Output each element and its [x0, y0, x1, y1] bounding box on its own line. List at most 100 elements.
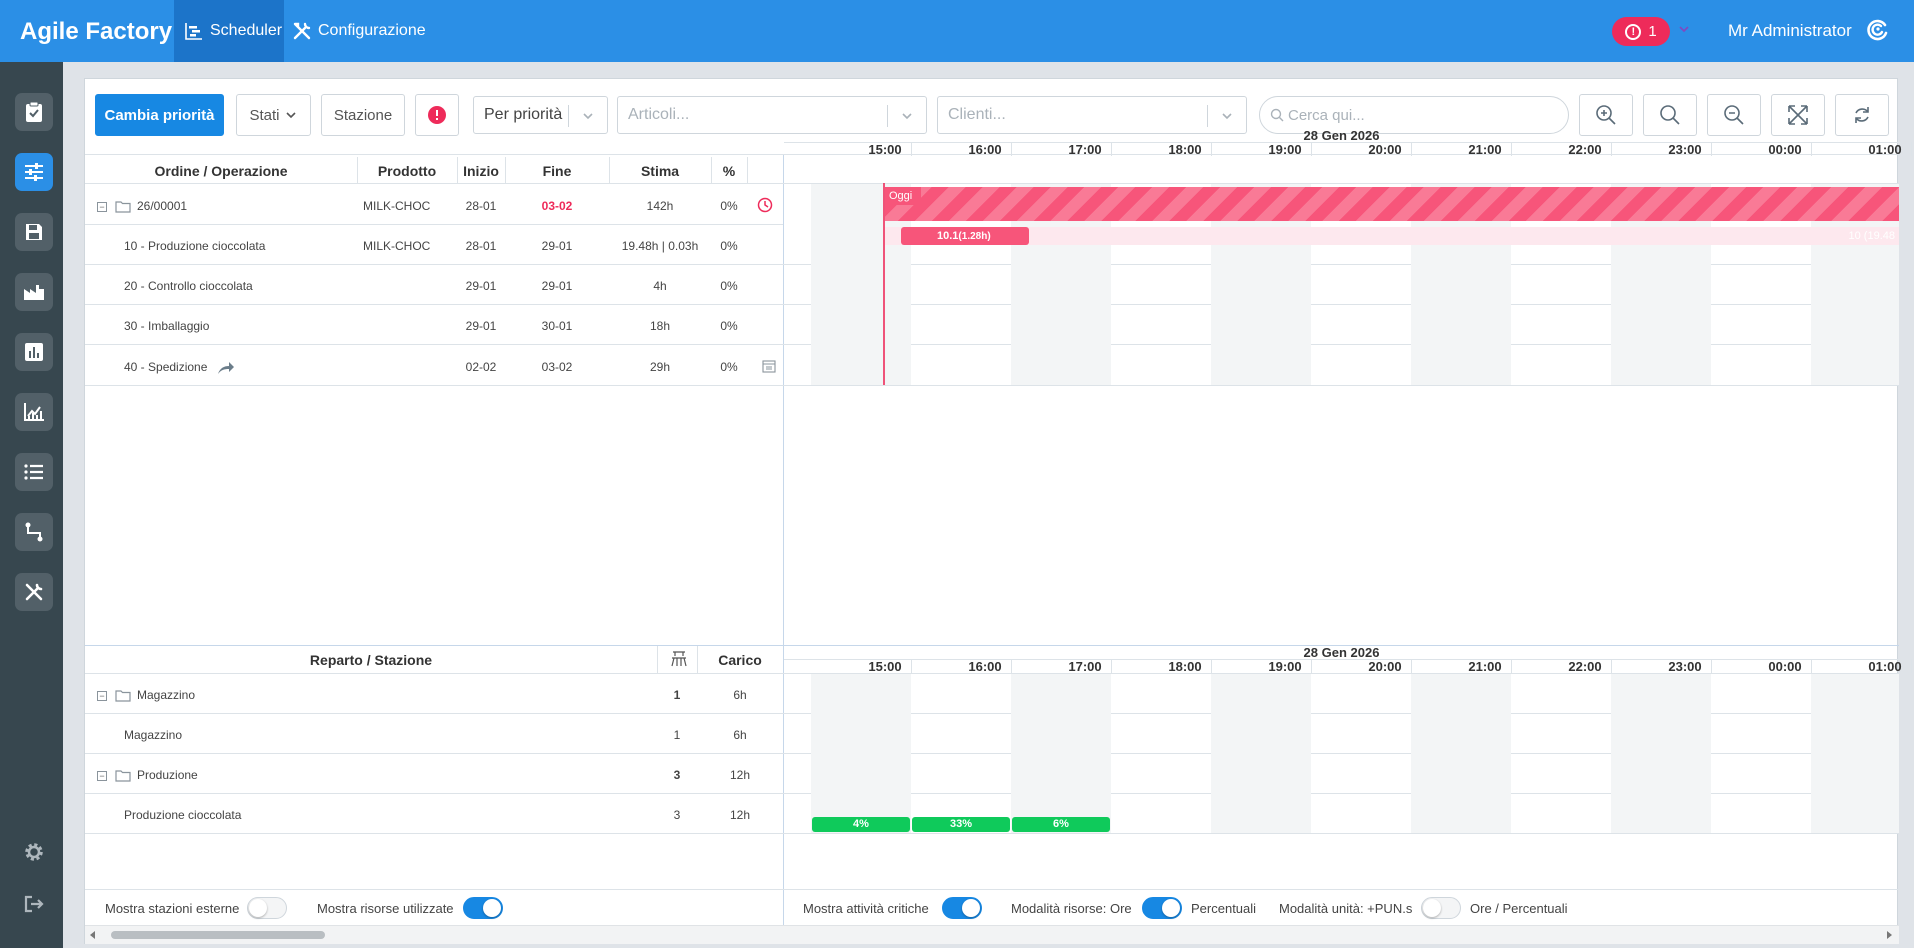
gantt-icon [185, 23, 202, 40]
resources-used-toggle[interactable] [463, 897, 503, 919]
collapse-icon[interactable]: − [97, 201, 107, 212]
col-end[interactable]: Fine [542, 163, 572, 179]
sidebar-item-list[interactable] [15, 453, 53, 491]
col-estimate[interactable]: Stima [640, 163, 680, 179]
sidebar-item-tools[interactable] [15, 573, 53, 611]
articles-select[interactable]: Articoli... [617, 96, 927, 134]
alerts-badge[interactable]: ! 1 [1612, 17, 1670, 46]
change-priority-button[interactable]: Cambia priorità [95, 94, 224, 136]
col-percent[interactable]: % [722, 163, 736, 179]
scroll-left-icon[interactable] [89, 931, 97, 939]
department-load: 12h [729, 768, 751, 782]
bar-label: 10.1(1.28h) [937, 230, 991, 242]
order-product: MILK-CHOC [363, 199, 431, 213]
sidebar-item-reports[interactable] [15, 333, 53, 371]
hour-label: 22:00 [1568, 142, 1602, 157]
hour-label: 17:00 [1068, 142, 1102, 157]
hour-label: 21:00 [1468, 142, 1502, 157]
collapse-icon[interactable]: − [97, 690, 107, 701]
external-stations-toggle[interactable] [247, 897, 287, 919]
hour-label: 01:00 [1868, 142, 1902, 157]
collapse-icon[interactable]: − [97, 770, 107, 781]
sort-select[interactable]: Per priorità [473, 96, 608, 134]
hour-label: 16:00 [968, 659, 1002, 674]
user-name[interactable]: Mr Administrator [1728, 21, 1852, 40]
search-box[interactable] [1259, 96, 1569, 134]
tab-scheduler-label: Scheduler [210, 22, 283, 39]
operation-start: 29-01 [465, 279, 497, 293]
app-title: Agile Factory [20, 18, 173, 45]
load-bar[interactable]: 4% [812, 817, 910, 832]
tools-icon [25, 583, 43, 601]
user-logo-icon[interactable] [1866, 18, 1890, 42]
sidebar-item-logout[interactable] [15, 885, 53, 923]
operation-start: 02-02 [465, 360, 497, 374]
col-start[interactable]: Inizio [463, 163, 499, 179]
workers-icon[interactable] [670, 650, 688, 668]
clients-select[interactable]: Clienti... [937, 96, 1247, 134]
operation-percent: 0% [720, 360, 738, 374]
route-icon [25, 522, 43, 542]
chevron-down-icon [1222, 113, 1232, 120]
fullscreen-button[interactable] [1771, 94, 1825, 136]
articles-placeholder: Articoli... [628, 106, 690, 123]
load-bar[interactable]: 6% [1012, 817, 1110, 832]
refresh-button[interactable] [1835, 94, 1889, 136]
timeline-date: 28 Gen 2026 [1303, 128, 1380, 143]
col-order[interactable]: Ordine / Operazione [154, 163, 288, 179]
timeline-date: 28 Gen 2026 [1303, 645, 1380, 660]
zoom-reset-button[interactable] [1643, 94, 1697, 136]
chevron-down-icon [902, 113, 912, 120]
load-bar[interactable]: 33% [912, 817, 1010, 832]
sidebar-item-analytics[interactable] [15, 393, 53, 431]
operation-name: 40 - Spedizione [124, 360, 208, 374]
col-product[interactable]: Prodotto [377, 163, 437, 179]
operation-gantt-bar[interactable]: 10.1(1.28h) [901, 227, 1029, 245]
exclamation-icon [428, 106, 446, 124]
unit-mode-toggle[interactable] [1421, 897, 1461, 919]
order-gantt-bar[interactable] [885, 187, 1899, 221]
operation-name: 20 - Controllo cioccolata [124, 279, 253, 293]
scroll-right-icon[interactable] [1885, 931, 1893, 939]
department-count: 1 [673, 688, 681, 702]
alert-filter-button[interactable] [415, 94, 459, 136]
sidebar-item-save[interactable] [15, 213, 53, 251]
gear-icon [25, 843, 43, 861]
department-name: Produzione [137, 768, 198, 782]
zoom-out-button[interactable] [1707, 94, 1761, 136]
line-chart-icon [24, 403, 44, 421]
operation-product: MILK-CHOC [363, 239, 431, 253]
col-department[interactable]: Reparto / Stazione [309, 652, 433, 668]
horizontal-scrollbar[interactable] [85, 925, 1899, 944]
zoom-in-button[interactable] [1579, 94, 1633, 136]
col-load[interactable]: Carico [718, 652, 762, 668]
sidebar-item-settings[interactable] [15, 833, 53, 871]
top-bar: Agile Factory Scheduler Configurazione !… [0, 0, 1914, 62]
operation-end: 29-01 [541, 239, 573, 253]
resource-mode-toggle[interactable] [1142, 897, 1182, 919]
sidebar-item-factory[interactable] [15, 273, 53, 311]
operation-percent: 0% [720, 319, 738, 333]
tab-configurazione[interactable]: Configurazione [292, 0, 432, 62]
resource-mode-label: Modalità risorse: Ore [1011, 901, 1132, 916]
zoom-in-icon [1596, 105, 1616, 125]
critical-activities-toggle[interactable] [942, 897, 982, 919]
toolbar: Cambia priorità Stati Stazione Per prior… [85, 79, 1899, 155]
states-dropdown[interactable]: Stati [236, 94, 311, 136]
hour-label: 18:00 [1168, 659, 1202, 674]
sidebar-item-routing[interactable] [15, 513, 53, 551]
station-button[interactable]: Stazione [321, 94, 405, 136]
sidebar-item-tasks[interactable] [15, 93, 53, 131]
hour-label: 22:00 [1568, 659, 1602, 674]
scrollbar-thumb[interactable] [111, 931, 325, 939]
bar-chart-icon [25, 343, 43, 361]
chevron-down-icon [583, 113, 593, 120]
sidebar-item-scheduler[interactable] [15, 153, 53, 191]
sidebar [0, 62, 63, 948]
search-input[interactable] [1288, 106, 1548, 124]
external-stations-label: Mostra stazioni esterne [105, 901, 240, 916]
list-icon [24, 464, 43, 480]
operation-gantt-bar-faded[interactable]: 10 (19.48 [885, 227, 1899, 245]
chevron-down-icon[interactable] [1677, 22, 1691, 36]
tab-scheduler[interactable]: Scheduler [174, 0, 284, 62]
